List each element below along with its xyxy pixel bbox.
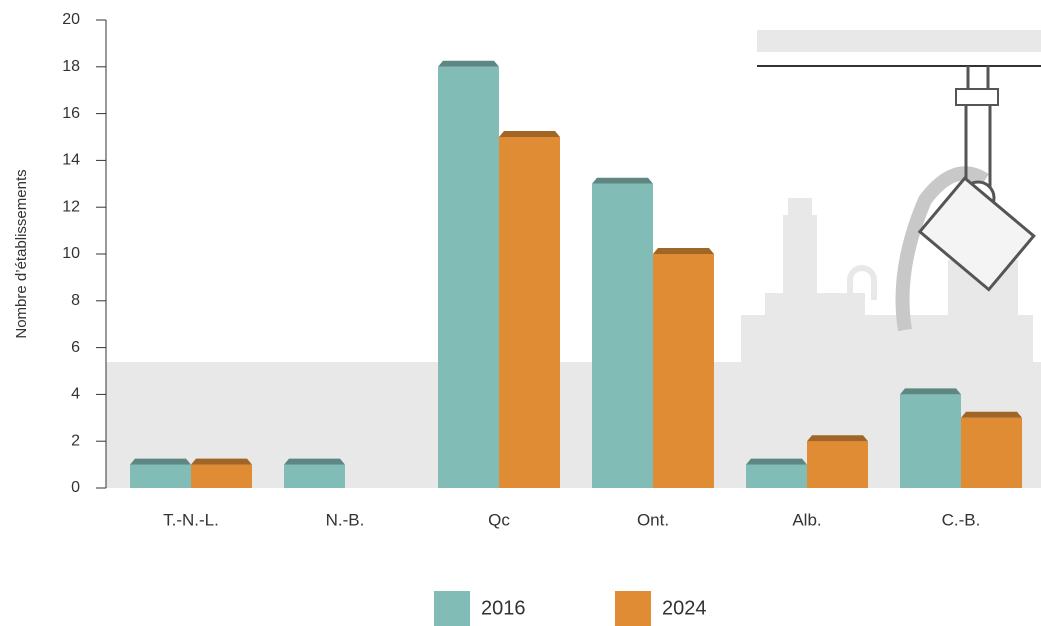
y-tick-label: 6: [71, 339, 80, 356]
x-tick-label: C.-B.: [942, 510, 981, 529]
bar: [961, 418, 1022, 488]
y-tick-label: 12: [62, 198, 80, 215]
x-tick-label: Alb.: [792, 510, 821, 529]
bar-cap: [961, 412, 1022, 418]
x-tick-label: N.-B.: [326, 510, 365, 529]
y-tick-label: 8: [71, 292, 80, 309]
y-tick-label: 20: [62, 11, 80, 28]
bar-cap: [438, 61, 499, 67]
legend-swatch: [434, 591, 470, 626]
chart: Nombre d’établissements 0 2 4 6 8 10 12 14 16 18 2…: [0, 0, 1041, 626]
legend-label: 2016: [481, 597, 526, 619]
y-tick-label: 16: [62, 105, 80, 122]
y-tick-label: 0: [71, 479, 80, 496]
bar-cap: [653, 248, 714, 254]
bar: [284, 465, 345, 488]
y-tick-label: 4: [71, 386, 80, 403]
bar-cap: [130, 459, 191, 465]
page: {"chart_data": {"type": "bar", "y_label"…: [0, 0, 1041, 626]
bar: [191, 465, 252, 488]
x-tick-label: T.-N.-L.: [163, 510, 219, 529]
bar: [807, 441, 868, 488]
x-tick-label: Qc: [488, 510, 510, 529]
y-axis-title: Nombre d’établissements: [13, 169, 30, 338]
bar: [592, 184, 653, 488]
bar: [746, 465, 807, 488]
bar: [130, 465, 191, 488]
bar: [900, 394, 961, 488]
legend-swatch: [615, 591, 651, 626]
bar-cap: [284, 459, 345, 465]
y-tick-label: 18: [62, 58, 80, 75]
bar-cap: [746, 459, 807, 465]
bar-cap: [191, 459, 252, 465]
bar-cap: [900, 388, 961, 394]
bar-cap: [499, 131, 560, 137]
y-tick-label: 2: [71, 432, 80, 449]
bar-cap: [807, 435, 868, 441]
x-tick-label: Ont.: [637, 510, 669, 529]
bar: [653, 254, 714, 488]
bar-cap: [592, 178, 653, 184]
legend-label: 2024: [662, 597, 707, 619]
y-tick-label: 14: [62, 152, 80, 169]
bar: [438, 67, 499, 488]
bar: [499, 137, 560, 488]
y-tick-label: 10: [62, 245, 80, 262]
